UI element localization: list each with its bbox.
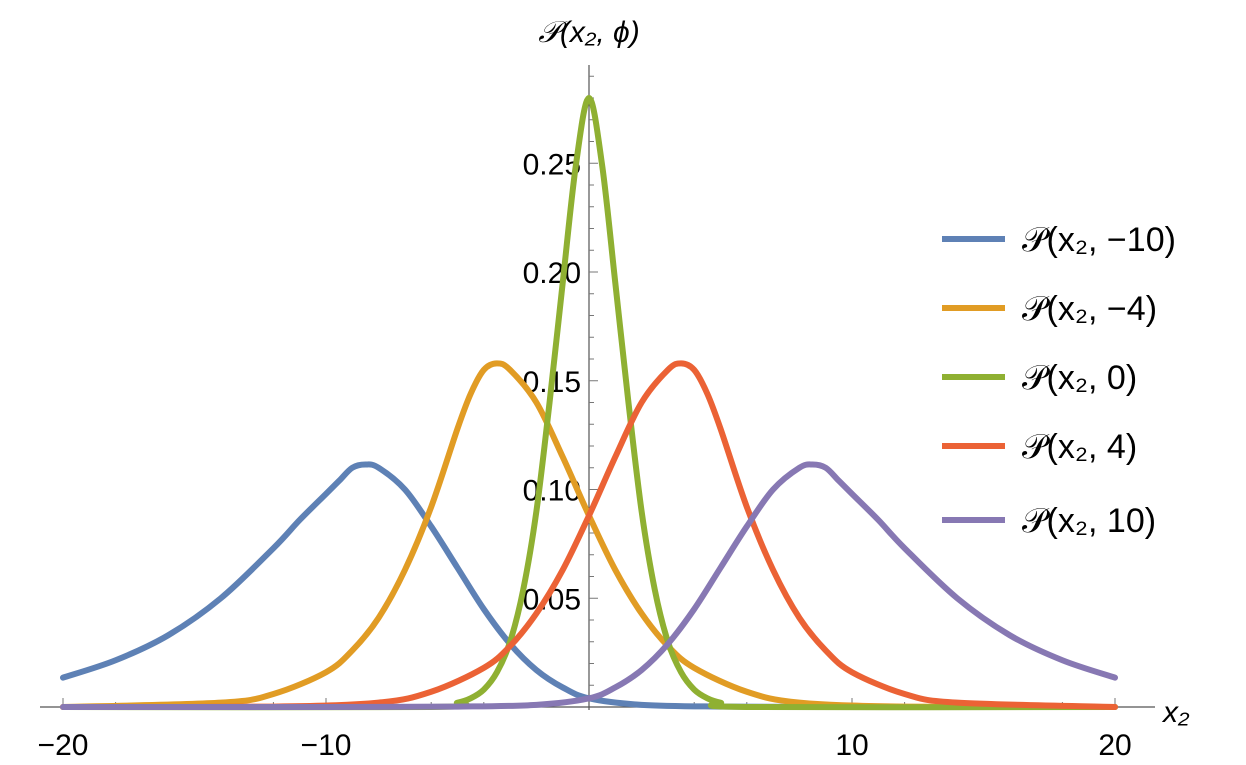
legend: 𝒫(x₂, −10) 𝒫(x₂, −4) 𝒫(x₂, 0) 𝒫(x₂, 4) 𝒫(x₂,… — [942, 221, 1176, 540]
axes — [40, 65, 1155, 710]
y-tick-label: 0.25 — [523, 148, 581, 181]
series-line-2 — [60, 360, 1118, 711]
series-line-4 — [60, 360, 1118, 711]
legend-label: 𝒫(x₂, 4) — [1022, 428, 1137, 466]
legend-label: 𝒫(x₂, 0) — [1022, 359, 1137, 397]
x-axis-label: x₂ — [1161, 696, 1190, 729]
y-tick-label: 0.20 — [523, 257, 581, 290]
x-tick-label: 10 — [835, 729, 868, 762]
curves — [60, 95, 1118, 711]
series-line-1 — [60, 461, 1118, 711]
x-tick-label: 20 — [1098, 729, 1131, 762]
x-tick-label: −10 — [301, 729, 352, 762]
series-line-5 — [60, 461, 1118, 711]
series-line-3 — [60, 95, 1118, 711]
y-axis-label: 𝒫(x₂, ϕ) — [538, 16, 639, 49]
legend-label: 𝒫(x₂, 10) — [1022, 502, 1156, 540]
legend-label: 𝒫(x₂, −4) — [1022, 290, 1157, 328]
x-tick-label: −20 — [38, 729, 89, 762]
legend-label: 𝒫(x₂, −10) — [1022, 221, 1176, 259]
